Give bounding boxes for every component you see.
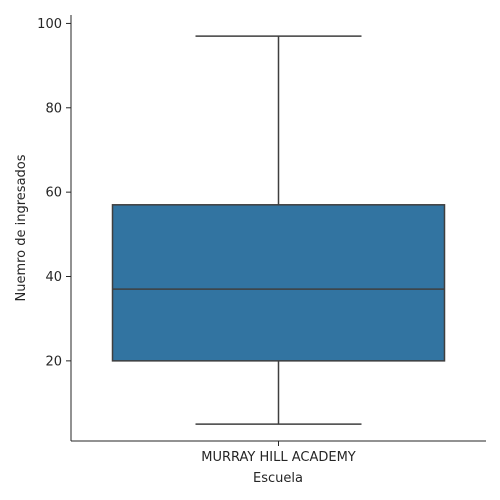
y-tick-label: 20	[45, 354, 62, 369]
iqr-box	[111, 204, 446, 362]
x-tick-label: MURRAY HILL ACADEMY	[201, 450, 356, 465]
y-axis-label: Nuemro de ingresados	[14, 154, 29, 301]
plot-area	[111, 35, 446, 425]
y-tick-label: 40	[45, 270, 62, 285]
y-ticks: 20 40 60 80 100	[37, 17, 71, 369]
x-ticks: MURRAY HILL ACADEMY	[201, 441, 356, 465]
y-tick-label: 60	[45, 186, 62, 201]
x-axis-label: Escuela	[253, 471, 303, 486]
y-tick-label: 100	[37, 17, 62, 32]
y-tick-label: 80	[45, 101, 62, 116]
